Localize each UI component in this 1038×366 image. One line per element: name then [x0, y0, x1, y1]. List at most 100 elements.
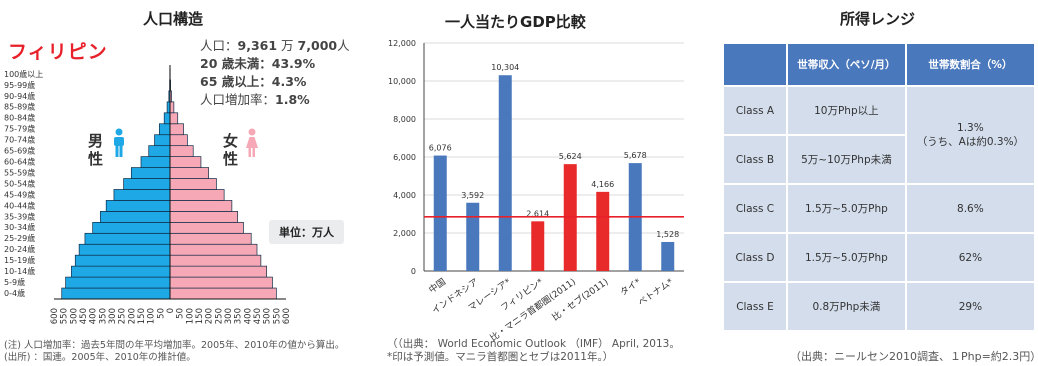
- age-label: 70-74歳: [4, 135, 35, 145]
- male-bar: [123, 178, 171, 190]
- x-tick-label: 500: [69, 308, 79, 324]
- gdp-bar: [661, 241, 675, 271]
- female-label: 女性: [223, 132, 239, 168]
- female-bar: [169, 211, 239, 223]
- income-header-row: 世帯収入（ペソ/月） 世帯数割合（%）: [724, 44, 1034, 85]
- income-cell: 1.5万~5.0万Php: [788, 234, 905, 281]
- table-row: Class A 10万Php以上 1.3% （うち、Aは約0.3%）: [724, 87, 1034, 183]
- table-row: Class C 1.5万~5.0万Php 8.6%: [724, 185, 1034, 232]
- stat-population: 人口：9,361 万 7,000人: [200, 38, 350, 53]
- male-bar: [65, 276, 171, 289]
- gdp-title: 一人当たりGDP比較: [445, 13, 586, 31]
- female-bar: [169, 178, 217, 190]
- male-bar: [92, 221, 171, 234]
- y-tick-label: 4,000: [393, 191, 416, 200]
- female-bar: [169, 112, 179, 125]
- female-bar: [169, 254, 262, 267]
- income-title: 所得レンジ: [840, 10, 916, 28]
- y-tick-label: 6,000: [393, 153, 416, 162]
- table-row: Class B 5万~10万Php未満: [724, 136, 1034, 183]
- age-label: 45-49歳: [4, 189, 35, 199]
- female-bar: [169, 189, 225, 201]
- male-label: 男性: [88, 132, 104, 168]
- age-label: 40-44歳: [4, 200, 35, 210]
- female-person-icon: [248, 148, 251, 157]
- header-income: 世帯収入（ペソ/月）: [788, 44, 905, 85]
- age-label: 20-24歳: [4, 244, 35, 254]
- male-bar: [61, 287, 171, 300]
- age-label: 75-79歳: [4, 124, 35, 134]
- age-label: 0-4歳: [4, 288, 25, 298]
- x-tick-label: 300: [108, 308, 118, 324]
- x-tick-label: 400: [89, 308, 99, 324]
- age-label: 80-84歳: [4, 113, 35, 123]
- female-bar: [169, 276, 273, 289]
- female-bar: [169, 200, 233, 212]
- female-bar: [169, 243, 258, 256]
- gdp-bar: [596, 191, 610, 271]
- female-bar: [169, 156, 202, 168]
- male-person-icon: [115, 146, 119, 157]
- x-tick-label: 0: [166, 308, 176, 313]
- y-tick-label: 12,000: [388, 39, 416, 48]
- female-person-icon: [252, 148, 255, 157]
- pyramid-title: 人口構造: [143, 10, 204, 28]
- share-cell-ab: 1.3% （うち、Aは約0.3%）: [906, 87, 1034, 183]
- male-bar: [71, 265, 171, 278]
- age-label: 30-34歳: [4, 222, 35, 232]
- male-person-icon: [115, 128, 123, 136]
- male-bar: [140, 156, 171, 168]
- x-tick-label: 100: [185, 308, 195, 324]
- age-label: 90-94歳: [4, 91, 35, 101]
- female-bar: [169, 145, 194, 157]
- gdp-bar: [466, 202, 480, 271]
- header-blank: [724, 44, 786, 85]
- class-cell: Class E: [724, 283, 786, 330]
- x-tick-label: 550: [272, 308, 282, 324]
- male-bar: [84, 232, 171, 245]
- stat-growth: 人口増加率：1.8%: [200, 92, 310, 107]
- female-person-icon: [246, 137, 258, 148]
- age-label: 10-14歳: [4, 266, 35, 276]
- male-bar: [148, 145, 171, 157]
- age-label: 95-99歳: [4, 80, 35, 90]
- x-tick-label: 400: [243, 308, 253, 324]
- gdp-bar: [433, 155, 447, 271]
- class-cell: Class A: [724, 87, 786, 134]
- x-tick-label: 600: [50, 308, 60, 324]
- x-tick-label: 450: [79, 308, 89, 324]
- data-label: 1,528: [656, 230, 679, 239]
- class-cell: Class C: [724, 185, 786, 232]
- x-tick-label: 150: [137, 308, 147, 324]
- y-tick-label: 2,000: [393, 229, 416, 238]
- category-label: ベトナム*: [636, 276, 676, 308]
- unit-badge: 単位：万人: [269, 220, 344, 244]
- male-person-icon: [114, 137, 124, 146]
- female-bar: [169, 101, 175, 114]
- female-bar: [169, 287, 277, 300]
- x-tick-label: 50: [176, 308, 186, 319]
- gdp-source-1: （（出典： World Economic Outlook （IMF） April…: [387, 338, 680, 350]
- age-label: 50-54歳: [4, 178, 35, 188]
- y-tick-label: 8,000: [393, 115, 416, 124]
- pyramid-note-2: (出所) ：国連。2005年、2010年の推計値。: [4, 352, 196, 363]
- male-bar: [130, 167, 171, 179]
- x-tick-label: 100: [147, 308, 157, 324]
- x-tick-label: 350: [98, 308, 108, 324]
- share-cell: 8.6%: [906, 185, 1034, 232]
- y-tick-label: 10,000: [388, 77, 416, 86]
- category-label: 中国: [426, 276, 448, 296]
- income-cell: 1.5万~5.0万Php: [788, 185, 905, 232]
- data-label: 3,592: [461, 191, 484, 200]
- income-cell: 5万~10万Php未満: [788, 136, 905, 183]
- age-label: 15-19歳: [4, 255, 35, 265]
- data-label: 6,076: [429, 144, 452, 153]
- age-label: 100歳以上: [4, 69, 43, 79]
- income-cell: 0.8万Php未満: [788, 283, 905, 330]
- table-row: Class E 0.8万Php未満 29%: [724, 283, 1034, 330]
- age-label: 55-59歳: [4, 167, 35, 177]
- age-label: 35-39歳: [4, 211, 35, 221]
- female-bar: [169, 221, 244, 234]
- data-label: 4,166: [591, 180, 614, 189]
